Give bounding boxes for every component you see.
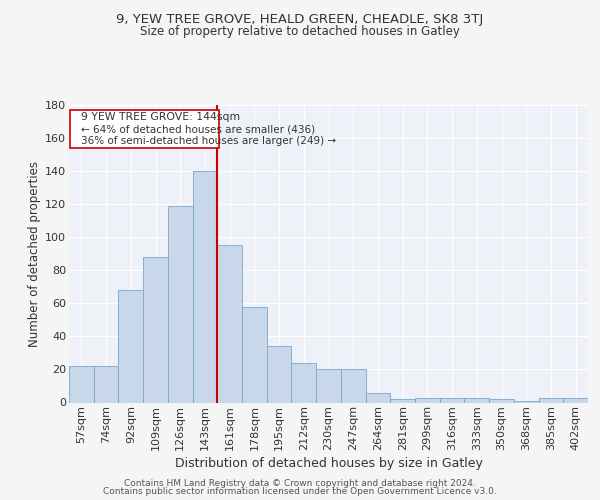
Bar: [316, 370, 341, 402]
Text: Contains public sector information licensed under the Open Government Licence v3: Contains public sector information licen…: [103, 487, 497, 496]
Bar: [365, 392, 390, 402]
X-axis label: Distribution of detached houses by size in Gatley: Distribution of detached houses by size …: [175, 458, 482, 470]
Bar: [563, 398, 588, 402]
Bar: [242, 306, 267, 402]
Bar: [440, 398, 464, 402]
FancyBboxPatch shape: [70, 110, 218, 148]
Text: 9 YEW TREE GROVE: 144sqm: 9 YEW TREE GROVE: 144sqm: [82, 112, 241, 122]
Text: ← 64% of detached houses are smaller (436): ← 64% of detached houses are smaller (43…: [82, 124, 316, 134]
Text: 9, YEW TREE GROVE, HEALD GREEN, CHEADLE, SK8 3TJ: 9, YEW TREE GROVE, HEALD GREEN, CHEADLE,…: [116, 12, 484, 26]
Y-axis label: Number of detached properties: Number of detached properties: [28, 161, 41, 347]
Bar: [539, 398, 563, 402]
Text: 36% of semi-detached houses are larger (249) →: 36% of semi-detached houses are larger (…: [82, 136, 337, 145]
Bar: [341, 370, 365, 402]
Bar: [390, 399, 415, 402]
Bar: [217, 246, 242, 402]
Bar: [292, 363, 316, 403]
Text: Contains HM Land Registry data © Crown copyright and database right 2024.: Contains HM Land Registry data © Crown c…: [124, 478, 476, 488]
Bar: [168, 206, 193, 402]
Bar: [489, 399, 514, 402]
Bar: [514, 401, 539, 402]
Bar: [118, 290, 143, 403]
Bar: [415, 398, 440, 402]
Bar: [464, 398, 489, 402]
Bar: [143, 257, 168, 402]
Bar: [69, 366, 94, 403]
Bar: [94, 366, 118, 403]
Bar: [267, 346, 292, 403]
Bar: [193, 171, 217, 402]
Text: Size of property relative to detached houses in Gatley: Size of property relative to detached ho…: [140, 25, 460, 38]
